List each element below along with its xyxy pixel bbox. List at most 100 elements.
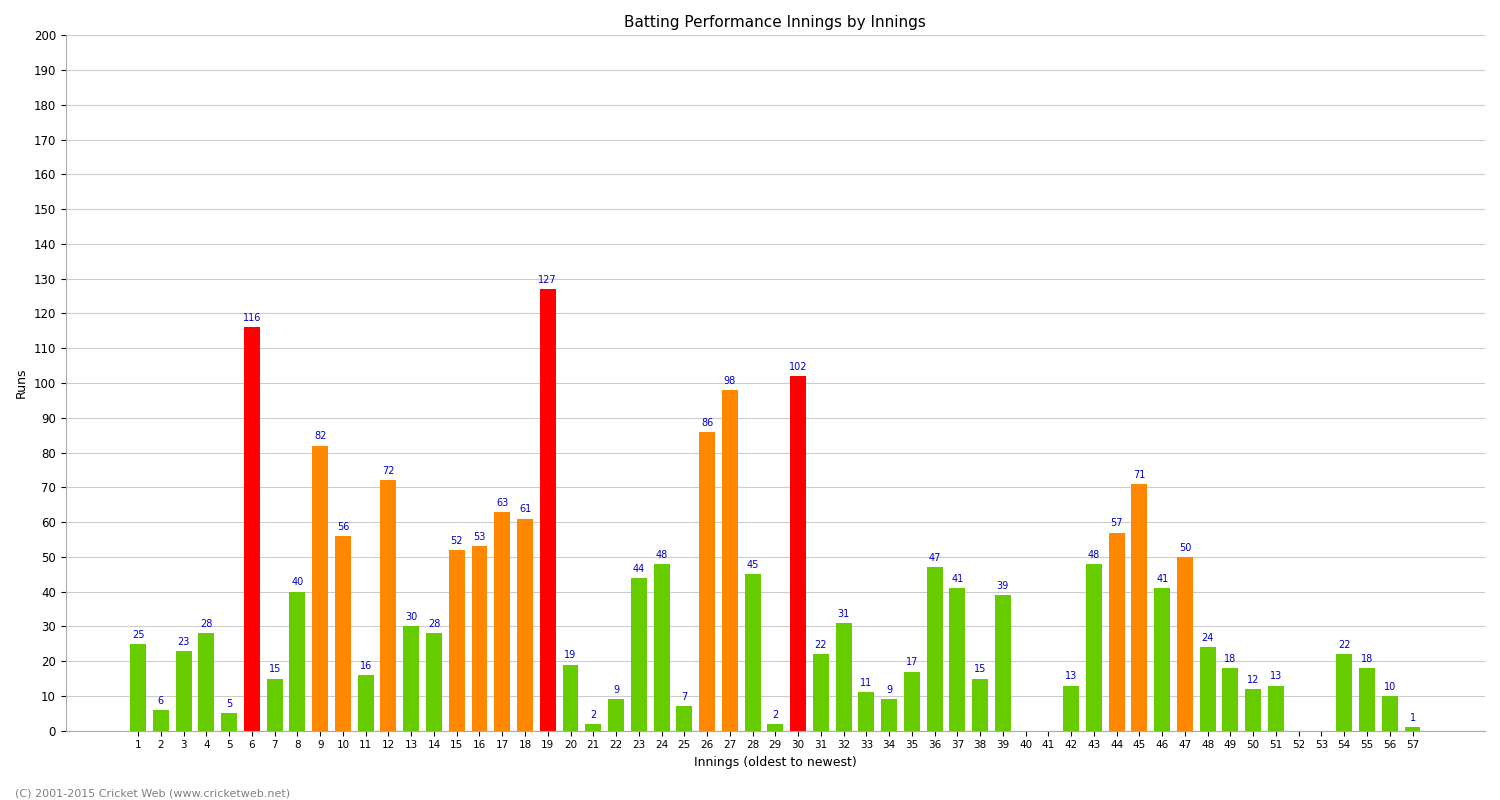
Bar [1222,668,1239,730]
Text: 2: 2 [590,710,597,719]
Bar [1268,686,1284,730]
Text: 53: 53 [474,532,486,542]
Text: 15: 15 [268,664,280,674]
Text: 13: 13 [1065,671,1077,682]
Text: 28: 28 [427,619,439,629]
Bar [1336,654,1352,730]
Bar [381,480,396,730]
Text: 18: 18 [1360,654,1372,664]
Bar [790,376,806,730]
Text: 25: 25 [132,630,144,640]
Bar [768,724,783,730]
Title: Batting Performance Innings by Innings: Batting Performance Innings by Innings [624,15,927,30]
Text: 10: 10 [1383,682,1396,692]
Bar [722,390,738,730]
Text: 41: 41 [951,574,963,584]
Text: 16: 16 [360,661,372,671]
Text: 41: 41 [1156,574,1168,584]
Text: 44: 44 [633,563,645,574]
Text: 102: 102 [789,362,807,372]
Text: 7: 7 [681,692,687,702]
Bar [176,650,192,730]
Text: 13: 13 [1270,671,1282,682]
Bar [153,710,170,730]
Text: 9: 9 [886,686,892,695]
Text: 45: 45 [747,560,759,570]
Bar [1404,727,1420,730]
Bar [220,714,237,730]
Text: 72: 72 [382,466,394,476]
Text: 11: 11 [859,678,873,688]
Text: 2: 2 [772,710,778,719]
Bar [950,588,966,730]
Bar [357,675,374,730]
Text: 28: 28 [200,619,213,629]
Bar [426,634,442,730]
Text: 5: 5 [226,699,232,709]
Text: 17: 17 [906,658,918,667]
Text: 47: 47 [928,553,940,563]
Bar [495,512,510,730]
Bar [1245,689,1262,730]
Text: 52: 52 [450,536,464,546]
Bar [880,699,897,730]
Bar [1131,484,1148,730]
Text: 9: 9 [614,686,620,695]
Bar [290,592,306,730]
Text: 6: 6 [158,696,164,706]
Bar [608,699,624,730]
Text: 48: 48 [1088,550,1100,560]
Text: (C) 2001-2015 Cricket Web (www.cricketweb.net): (C) 2001-2015 Cricket Web (www.cricketwe… [15,788,290,798]
Text: 23: 23 [177,637,190,646]
Bar [676,706,693,730]
Bar [699,432,715,730]
Bar [654,564,669,730]
Text: 50: 50 [1179,542,1191,553]
Text: 127: 127 [538,275,556,285]
Text: 48: 48 [656,550,668,560]
Text: 57: 57 [1110,518,1124,528]
Bar [448,550,465,730]
Bar [540,289,555,730]
Text: 56: 56 [338,522,350,532]
Bar [1359,668,1376,730]
Text: 22: 22 [815,640,827,650]
Text: 15: 15 [974,664,987,674]
Bar [904,672,920,730]
Bar [1154,588,1170,730]
Text: 39: 39 [998,581,1010,591]
Text: 71: 71 [1132,470,1146,480]
Bar [198,634,214,730]
Bar [744,574,760,730]
Text: 12: 12 [1246,675,1260,685]
Bar [632,578,646,730]
Bar [836,623,852,730]
Bar [518,518,532,730]
Text: 116: 116 [243,314,261,323]
Text: 86: 86 [700,418,712,427]
Bar [927,567,942,730]
Text: 1: 1 [1410,713,1416,723]
Text: 61: 61 [519,505,531,514]
Text: 19: 19 [564,650,576,661]
Bar [130,644,146,730]
Bar [1382,696,1398,730]
Bar [972,678,988,730]
Bar [585,724,602,730]
Bar [312,446,328,730]
Bar [813,654,830,730]
Bar [994,595,1011,730]
Bar [244,327,260,730]
Text: 22: 22 [1338,640,1350,650]
Bar [267,678,282,730]
Text: 82: 82 [314,431,327,442]
Bar [404,626,418,730]
Text: 30: 30 [405,612,417,622]
Y-axis label: Runs: Runs [15,368,28,398]
Text: 18: 18 [1224,654,1236,664]
Bar [1108,533,1125,730]
Text: 31: 31 [837,609,849,618]
Text: 63: 63 [496,498,508,507]
Text: 40: 40 [291,578,303,587]
Bar [334,536,351,730]
